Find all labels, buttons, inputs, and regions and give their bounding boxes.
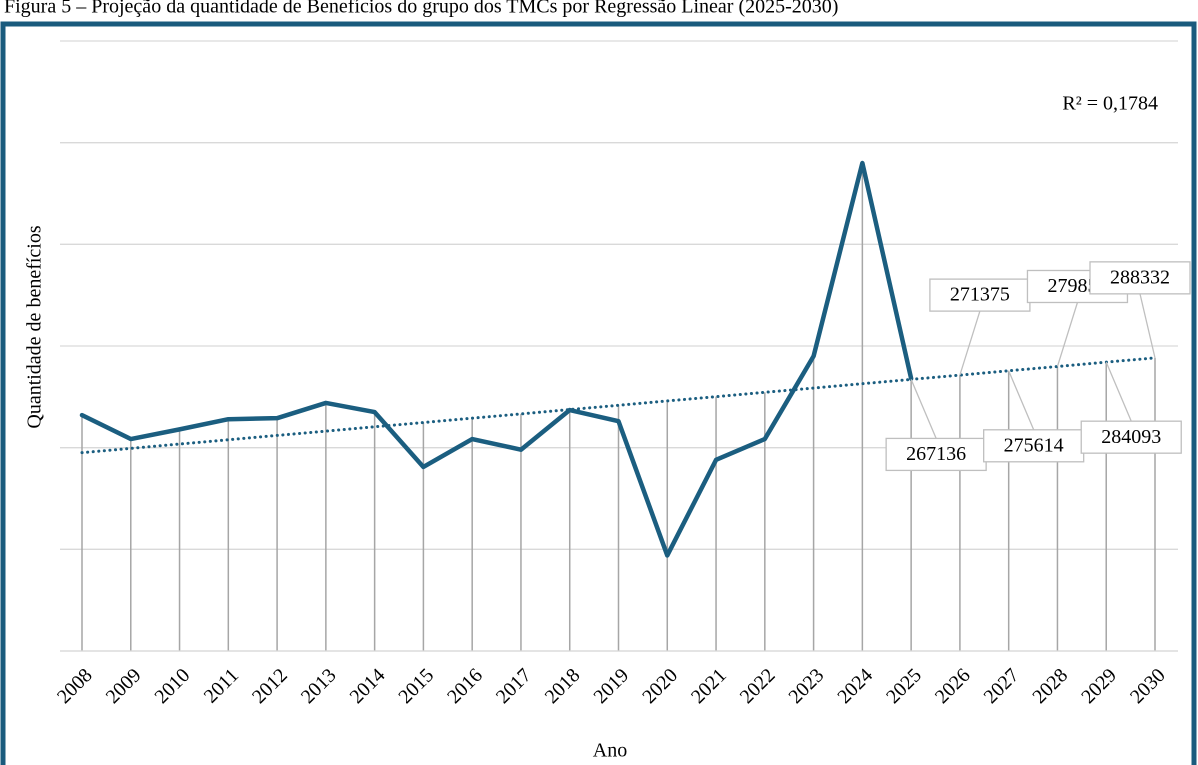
series-line [79, 160, 914, 558]
data-label-box [885, 437, 987, 472]
data-label: 284093 [1101, 426, 1161, 448]
data-label: 288332 [1110, 266, 1170, 288]
x-axis-label: Ano [593, 740, 627, 762]
chart-frame [0, 21, 1197, 765]
y-axis-label: Quantidade de benefícios [24, 225, 46, 428]
data-label: 271375 [950, 284, 1010, 306]
leader-line [1008, 370, 1035, 431]
annotation: R² = 0,1784 [1062, 93, 1158, 115]
data-label: 275614 [1004, 434, 1064, 456]
data-label-box [1080, 420, 1182, 454]
leader-line [910, 379, 937, 439]
data-label: 267136 [906, 443, 966, 465]
chart-title: Figura 5 – Projeção da quantidade de Ben… [4, 0, 838, 18]
series-line [909, 356, 1157, 381]
data-label-box [983, 429, 1085, 463]
leader-line [1139, 293, 1156, 359]
leader-line [959, 310, 981, 376]
series-line [80, 377, 913, 455]
leader-line [1105, 361, 1132, 422]
data-label-box [1089, 261, 1191, 295]
leader-line [1056, 302, 1079, 367]
